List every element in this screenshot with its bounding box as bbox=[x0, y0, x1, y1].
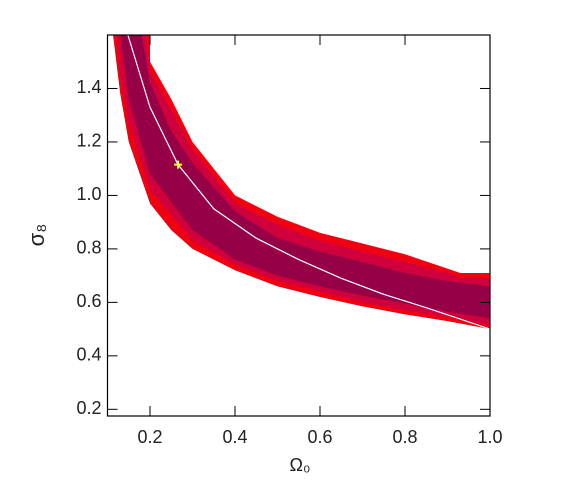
y-tick-label: 1.0 bbox=[76, 184, 101, 204]
y-tick-label: 0.6 bbox=[76, 291, 101, 311]
confidence-region bbox=[120, 35, 490, 319]
y-tick-label: 0.4 bbox=[76, 345, 101, 365]
model-curve bbox=[127, 35, 490, 330]
x-axis-label: Ω₀ bbox=[290, 455, 311, 475]
x-tick-label: 0.4 bbox=[222, 427, 247, 447]
axes-frame bbox=[106, 34, 491, 417]
y-tick-label: 0.2 bbox=[76, 398, 101, 418]
x-tick-label: 0.6 bbox=[307, 427, 332, 447]
confidence-region bbox=[113, 35, 490, 330]
x-tick-label: 1.0 bbox=[477, 427, 502, 447]
x-tick-label: 0.2 bbox=[137, 427, 162, 447]
best-fit-marker bbox=[174, 160, 183, 169]
plot-area bbox=[113, 35, 490, 330]
y-tick-label: 1.4 bbox=[76, 77, 101, 97]
x-tick-label: 0.8 bbox=[392, 427, 417, 447]
y-axis-label: σ₈ bbox=[24, 224, 49, 247]
y-tick-label: 0.8 bbox=[76, 238, 101, 258]
y-tick-label: 1.2 bbox=[76, 131, 101, 151]
